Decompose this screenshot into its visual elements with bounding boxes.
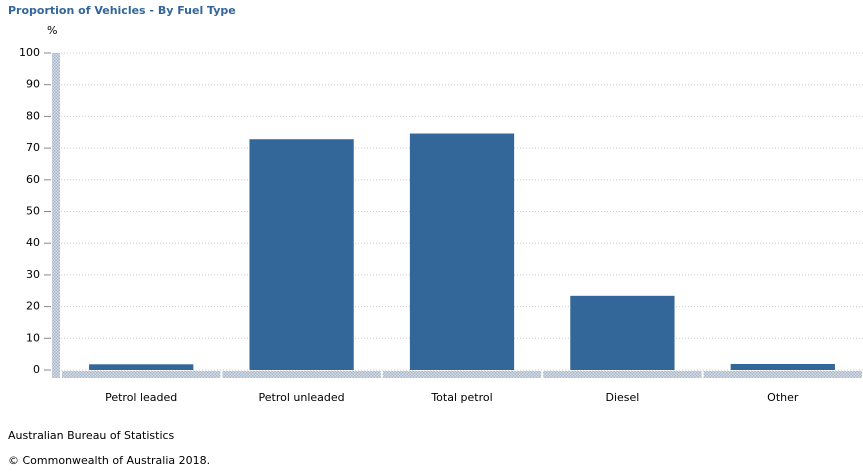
y-tick-label: 60 (26, 173, 40, 186)
y-tick-label: 80 (26, 109, 40, 122)
bar (89, 364, 194, 370)
y-tick-label: 70 (26, 141, 40, 154)
y-tick-label: 20 (26, 300, 40, 313)
y-tick-label: 50 (26, 205, 40, 218)
bar (730, 363, 835, 370)
x-axis-segment (703, 371, 862, 378)
copyright: © Commonwealth of Australia 2018. (8, 454, 210, 467)
y-tick-label: 40 (26, 236, 40, 249)
y-tick-label: 0 (33, 363, 40, 376)
x-tick-label: Petrol leaded (105, 391, 177, 404)
x-tick-label: Petrol unleaded (259, 391, 345, 404)
y-axis-label: % (47, 24, 57, 37)
source: Australian Bureau of Statistics (8, 429, 175, 442)
x-axis-segment (62, 371, 221, 378)
y-tick-label: 100 (19, 46, 40, 59)
x-tick-label: Other (767, 391, 799, 404)
chart-title: Proportion of Vehicles - By Fuel Type (8, 4, 236, 17)
y-axis (52, 53, 60, 378)
y-tick-label: 90 (26, 78, 40, 91)
x-axis-segment (222, 371, 381, 378)
x-tick-label: Total petrol (430, 391, 492, 404)
x-axis-segment (543, 371, 702, 378)
x-tick-label: Diesel (605, 391, 639, 404)
bar (570, 295, 675, 370)
bar (249, 139, 354, 370)
x-axis-segment (382, 371, 542, 378)
y-tick-label: 10 (26, 331, 40, 344)
bar (409, 133, 515, 370)
y-tick-label: 30 (26, 268, 40, 281)
